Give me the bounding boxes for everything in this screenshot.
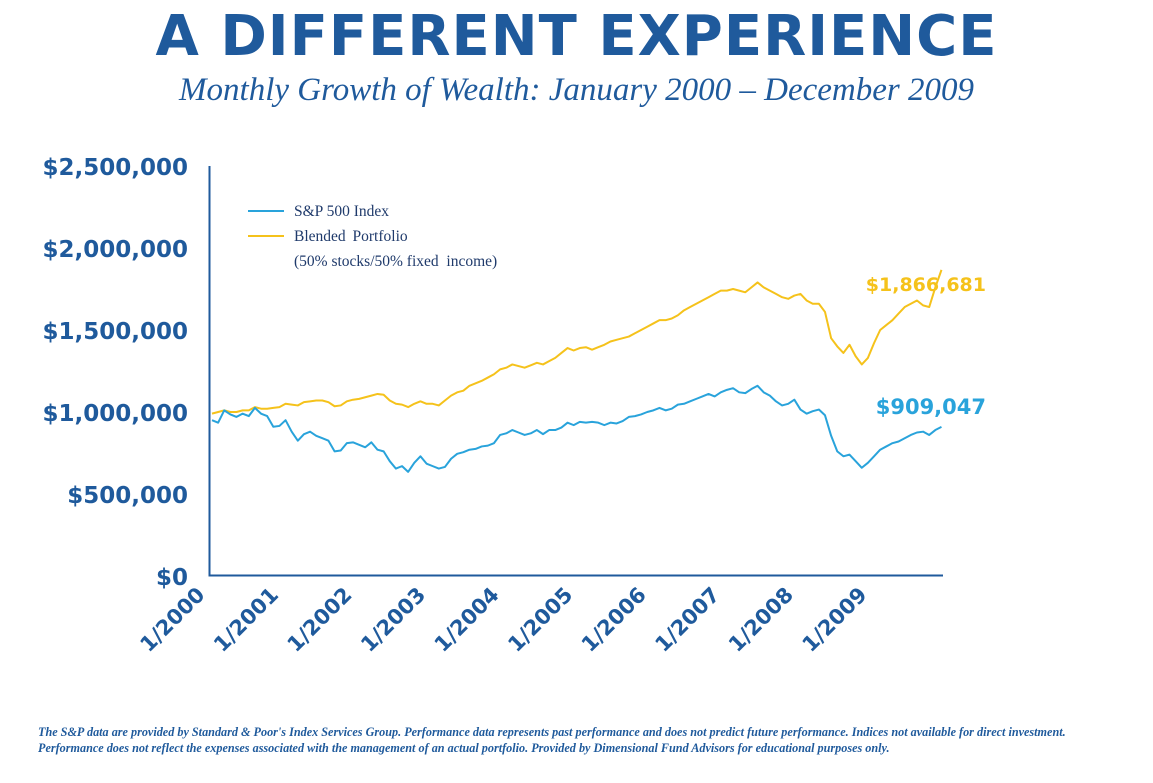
x-tick-label: 1/2004 <box>430 583 504 657</box>
x-tick-label: 1/2000 <box>135 583 209 657</box>
chart-subtitle: Monthly Growth of Wealth: January 2000 –… <box>179 72 974 108</box>
y-tick-label: $2,500,000 <box>42 155 188 181</box>
x-tick-label: 1/2006 <box>577 583 651 657</box>
chart-axes <box>208 166 943 577</box>
x-tick-label: 1/2007 <box>650 583 724 657</box>
sp500-end-value-label: $909,047 <box>876 395 986 419</box>
disclaimer-footnote: The S&P data are provided by Standard & … <box>38 725 1066 755</box>
x-tick-label: 1/2008 <box>724 583 798 657</box>
page-title: A DIFFERENT EXPERIENCE <box>155 4 998 69</box>
y-tick-label: $0 <box>156 565 188 591</box>
x-tick-label: 1/2009 <box>798 583 872 657</box>
legend-label-sp500: S&P 500 Index <box>294 203 389 220</box>
y-tick-label: $1,500,000 <box>42 319 188 345</box>
legend-label-blended-detail: (50% stocks/50% fixed income) <box>294 253 497 270</box>
sp500-series-line <box>211 384 942 473</box>
y-tick-label: $1,000,000 <box>42 401 188 427</box>
x-tick-labels: 1/2000 1/2001 1/2002 1/2003 1/2004 1/2005 1/20… <box>135 583 871 657</box>
y-tick-label: $2,000,000 <box>42 237 188 263</box>
series-lines <box>211 269 943 473</box>
legend-label-blended: Blended Portfolio <box>294 228 408 245</box>
blended-end-value-label: $1,866,681 <box>866 274 986 296</box>
y-tick-label: $500,000 <box>67 483 188 509</box>
x-tick-label: 1/2003 <box>356 583 430 657</box>
x-tick-label: 1/2002 <box>283 583 357 657</box>
chart-legend: S&P 500 Index Blended Portfolio (50% sto… <box>248 203 497 270</box>
y-tick-labels: $0 $500,000 $1,000,000 $1,500,000 $2,000,000… <box>42 155 188 591</box>
end-value-labels: $1,866,681 $909,047 <box>866 274 986 419</box>
x-tick-label: 1/2001 <box>209 583 283 657</box>
blended-series-line <box>211 269 943 415</box>
x-tick-label: 1/2005 <box>503 583 577 657</box>
